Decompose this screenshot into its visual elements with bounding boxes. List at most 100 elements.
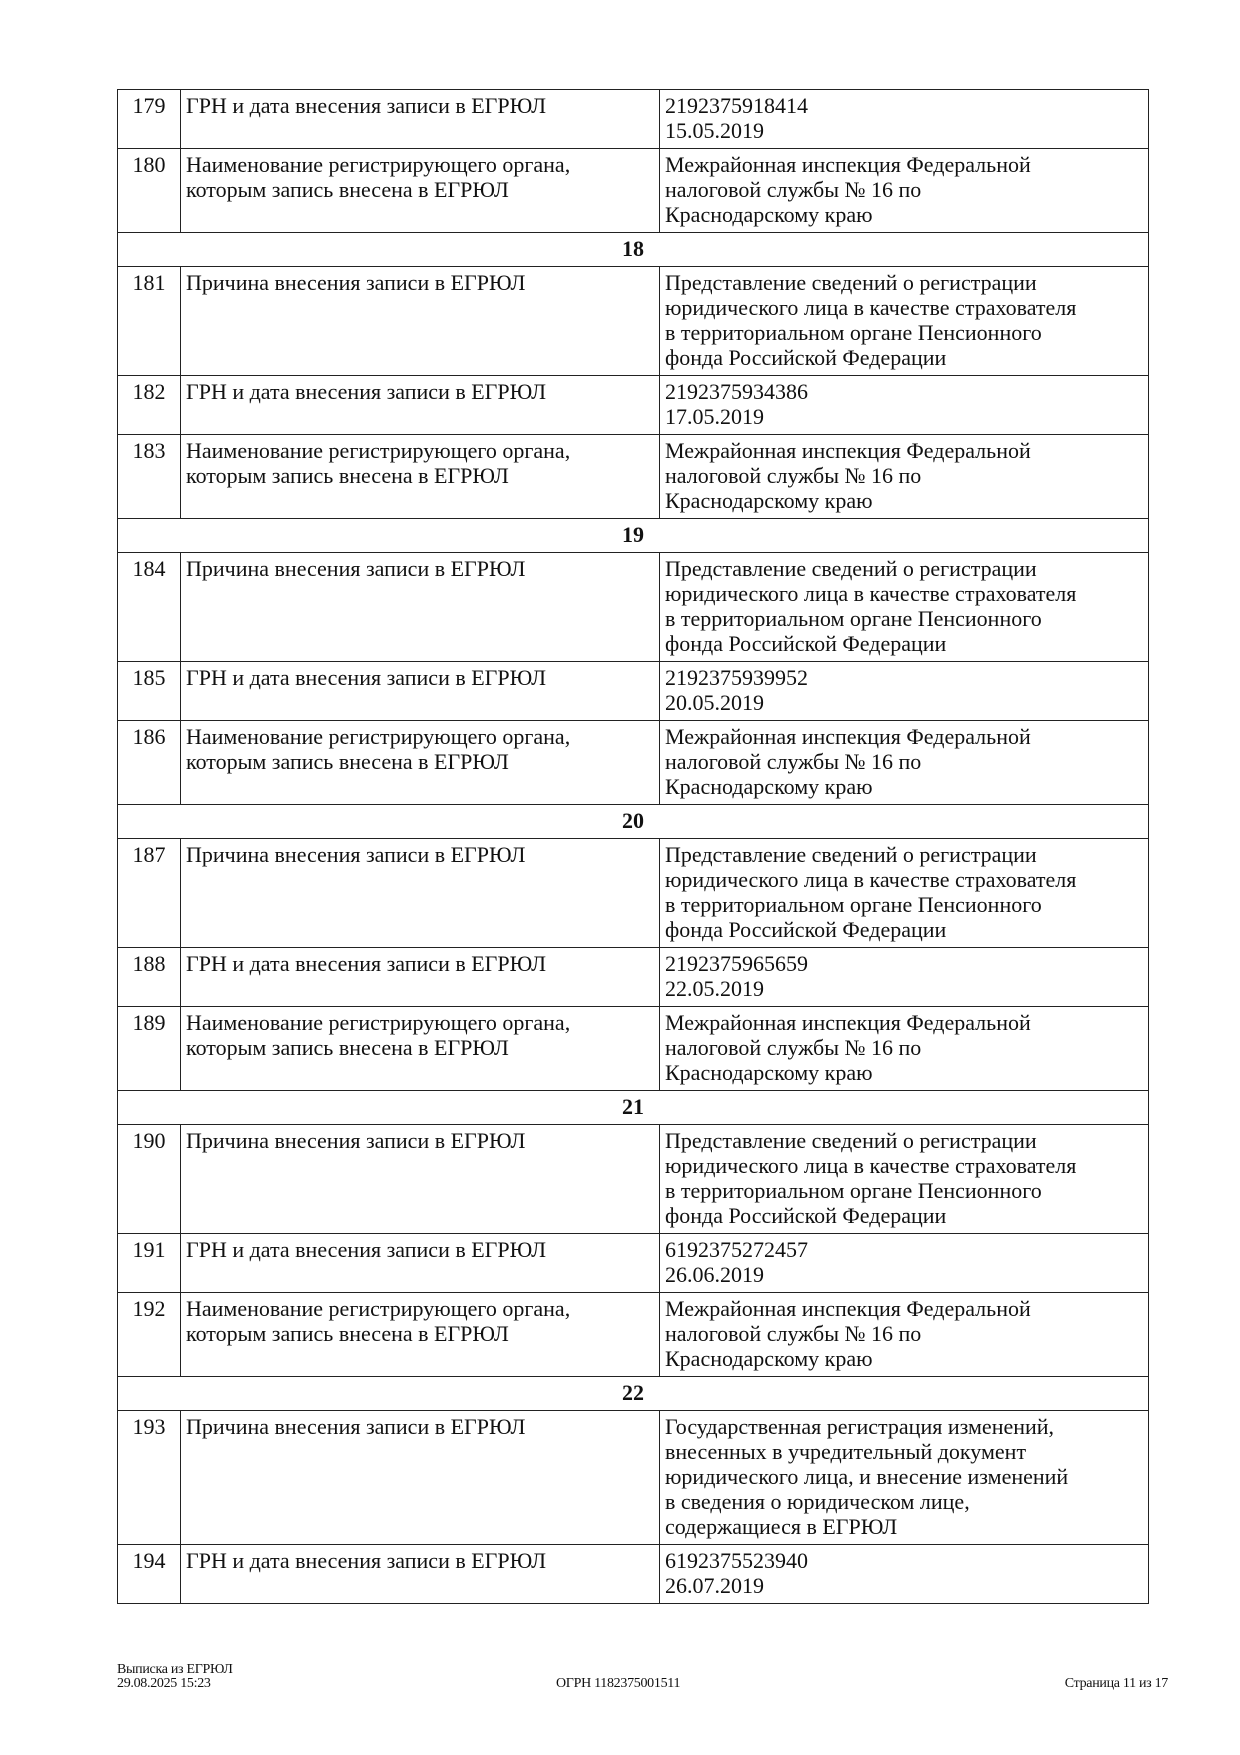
field-name: ГРН и дата внесения записи в ЕГРЮЛ [180,1233,660,1293]
field-name: Наименование регистрирующего органа, кото… [180,1292,660,1377]
field-value: 2192375965659 22.05.2019 [659,947,1149,1007]
row-number: 192 [117,1292,181,1377]
field-value: Государственная регистрация изменений, вн… [659,1410,1149,1545]
row-number: 189 [117,1006,181,1091]
field-name-line: которым запись внесена в ЕГРЮЛ [186,1321,509,1346]
field-value: Межрайонная инспекция Федеральной налогов… [659,148,1149,233]
field-value-line: содержащиеся в ЕГРЮЛ [665,1514,898,1539]
section-row: 19 [117,518,1149,553]
table-row: 181 Причина внесения записи в ЕГРЮЛ Предст… [117,266,1149,376]
field-value-line: юридического лица в качестве страховател… [665,581,1077,606]
section-row: 20 [117,804,1149,839]
field-name-line: Наименование регистрирующего органа, [186,1010,571,1035]
table-row: 190 Причина внесения записи в ЕГРЮЛ Предст… [117,1124,1149,1234]
field-name: Причина внесения записи в ЕГРЮЛ [180,1124,660,1234]
footer-doc-title: Выписка из ЕГРЮЛ [117,1662,233,1677]
field-value-line: фонда Российской Федерации [665,345,947,370]
field-value-line: 2192375965659 [665,951,808,976]
field-value-line: Межрайонная инспекция Федеральной [665,724,1031,749]
field-value-line: фонда Российской Федерации [665,631,947,656]
field-name-line: ГРН и дата внесения записи в ЕГРЮЛ [186,665,547,690]
row-number: 191 [117,1233,181,1293]
field-value: 2192375918414 15.05.2019 [659,89,1149,149]
field-value-line: фонда Российской Федерации [665,917,947,942]
section-number: 22 [117,1376,1149,1411]
field-value-line: 26.06.2019 [665,1262,764,1287]
field-name-line: Наименование регистрирующего органа, [186,152,571,177]
field-name: ГРН и дата внесения записи в ЕГРЮЛ [180,375,660,435]
table-row: 188 ГРН и дата внесения записи в ЕГРЮЛ 219… [117,947,1149,1007]
field-name: ГРН и дата внесения записи в ЕГРЮЛ [180,947,660,1007]
field-name-line: которым запись внесена в ЕГРЮЛ [186,1035,509,1060]
field-value-line: в территориальном органе Пенсионного [665,892,1042,917]
field-name: Причина внесения записи в ЕГРЮЛ [180,1410,660,1545]
field-value-line: внесенных в учредительный документ [665,1439,1027,1464]
footer-page-number: Страница 11 из 17 [1064,1676,1169,1691]
field-value-line: 17.05.2019 [665,404,764,429]
field-value: 6192375523940 26.07.2019 [659,1544,1149,1604]
table-row: 179 ГРН и дата внесения записи в ЕГРЮЛ 219… [117,89,1149,149]
field-value: Представление сведений о регистрации юрид… [659,1124,1149,1234]
field-value: 2192375934386 17.05.2019 [659,375,1149,435]
section-number: 18 [117,232,1149,267]
field-value-line: Представление сведений о регистрации [665,556,1037,581]
field-name-line: которым запись внесена в ЕГРЮЛ [186,177,509,202]
row-number: 190 [117,1124,181,1234]
field-name: Причина внесения записи в ЕГРЮЛ [180,838,660,948]
field-value-line: 22.05.2019 [665,976,764,1001]
field-name-line: Причина внесения записи в ЕГРЮЛ [186,556,526,581]
field-value-line: налоговой службы № 16 по [665,749,922,774]
field-value-line: Краснодарскому краю [665,774,873,799]
field-value: 2192375939952 20.05.2019 [659,661,1149,721]
field-name-line: Наименование регистрирующего органа, [186,438,571,463]
table-row: 185 ГРН и дата внесения записи в ЕГРЮЛ 219… [117,661,1149,721]
field-value-line: 20.05.2019 [665,690,764,715]
field-name-line: Наименование регистрирующего органа, [186,1296,571,1321]
row-number: 179 [117,89,181,149]
field-value-line: Государственная регистрация изменений, [665,1414,1055,1439]
field-value-line: Краснодарскому краю [665,488,873,513]
row-number: 182 [117,375,181,435]
row-number: 180 [117,148,181,233]
field-name-line: которым запись внесена в ЕГРЮЛ [186,463,509,488]
field-value-line: в территориальном органе Пенсионного [665,606,1042,631]
field-value-line: Межрайонная инспекция Федеральной [665,438,1031,463]
field-value-line: 6192375272457 [665,1237,808,1262]
field-value-line: Представление сведений о регистрации [665,270,1037,295]
field-value-line: юридического лица в качестве страховател… [665,1153,1077,1178]
row-number: 184 [117,552,181,662]
field-value-line: в территориальном органе Пенсионного [665,1178,1042,1203]
row-number: 183 [117,434,181,519]
field-name-line: которым запись внесена в ЕГРЮЛ [186,749,509,774]
table-row: 193 Причина внесения записи в ЕГРЮЛ Госуда… [117,1410,1149,1545]
table-row: 183 Наименование регистрирующего органа, к… [117,434,1149,519]
field-name-line: ГРН и дата внесения записи в ЕГРЮЛ [186,951,547,976]
field-name: Наименование регистрирующего органа, кото… [180,148,660,233]
section-row: 18 [117,232,1149,267]
field-value-line: Межрайонная инспекция Федеральной [665,1296,1031,1321]
row-number: 185 [117,661,181,721]
table-row: 194 ГРН и дата внесения записи в ЕГРЮЛ 619… [117,1544,1149,1604]
table-row: 189 Наименование регистрирующего органа, к… [117,1006,1149,1091]
field-value-line: Межрайонная инспекция Федеральной [665,1010,1031,1035]
field-name-line: ГРН и дата внесения записи в ЕГРЮЛ [186,93,547,118]
section-row: 22 [117,1376,1149,1411]
section-number: 19 [117,518,1149,553]
table-row: 187 Причина внесения записи в ЕГРЮЛ Предст… [117,838,1149,948]
field-value-line: Краснодарскому краю [665,1060,873,1085]
field-name-line: ГРН и дата внесения записи в ЕГРЮЛ [186,1237,547,1262]
field-name-line: ГРН и дата внесения записи в ЕГРЮЛ [186,379,547,404]
field-name-line: Причина внесения записи в ЕГРЮЛ [186,1414,526,1439]
field-value-line: 26.07.2019 [665,1573,764,1598]
field-value: Межрайонная инспекция Федеральной налогов… [659,434,1149,519]
row-number: 194 [117,1544,181,1604]
field-value-line: Краснодарскому краю [665,202,873,227]
row-number: 186 [117,720,181,805]
field-name: Причина внесения записи в ЕГРЮЛ [180,266,660,376]
section-number: 21 [117,1090,1149,1125]
section-number: 20 [117,804,1149,839]
field-value-line: фонда Российской Федерации [665,1203,947,1228]
field-value-line: налоговой службы № 16 по [665,177,922,202]
field-name: ГРН и дата внесения записи в ЕГРЮЛ [180,1544,660,1604]
field-name: Причина внесения записи в ЕГРЮЛ [180,552,660,662]
